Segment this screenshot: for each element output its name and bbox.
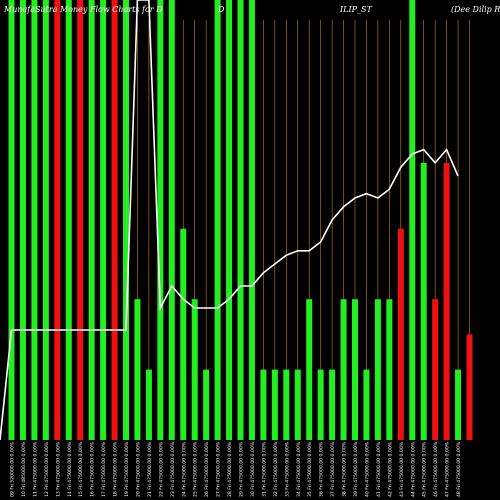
x-tick-label: 43 Fri 475000.00 0.00%	[399, 441, 405, 497]
x-tick-label: 19 Fri 475000.00 0.00%	[124, 441, 130, 497]
price-line	[0, 0, 459, 441]
x-tick-label: 09 Fri 520000.00 0.00%	[10, 441, 16, 497]
chart-header-company: (Dee Dilip Rou	[451, 5, 500, 14]
x-tick-label: 27 Fri 475000.00 0.00%	[216, 441, 222, 497]
bar	[237, 0, 244, 440]
bar	[443, 162, 450, 441]
chart-header-mid: D	[217, 5, 225, 14]
bar	[65, 0, 72, 440]
bar	[180, 228, 187, 440]
x-tick-label: 35 Fri 475000.00 0.00%	[307, 441, 313, 497]
bar	[42, 0, 49, 440]
bar	[54, 0, 61, 440]
bar	[340, 299, 347, 440]
bar	[248, 0, 255, 440]
x-tick-label: 12 Fri 475000.00 0.00%	[44, 441, 50, 497]
x-tick-labels: 09 Fri 520000.00 0.00% 10 Fri 485000.00 0…	[10, 441, 463, 497]
bar	[306, 299, 313, 440]
bar	[455, 369, 462, 440]
x-tick-label: 32 Fri 475000.00 0.00%	[273, 441, 279, 497]
bar	[145, 369, 152, 440]
bar	[409, 0, 416, 440]
x-tick-label: 38 Fri 475000.00 0.00%	[342, 441, 348, 497]
x-tick-label: 36 Fri 475000.00 0.00%	[319, 441, 325, 497]
bar	[271, 369, 278, 440]
bar	[111, 0, 118, 440]
x-tick-label: 33 Fri 475000.00 0.00%	[284, 441, 290, 497]
bar	[432, 299, 439, 440]
x-tick-label: 40 Fri 475000.00 0.00%	[364, 441, 370, 497]
x-tick-label: 31 Fri 475000.00 0.00%	[261, 441, 267, 497]
x-tick-label: 14 Fri 475000.00 0.00%	[67, 441, 73, 497]
bar	[352, 299, 358, 440]
x-tick-label: 39 Fri 475000.00 0.00%	[353, 441, 359, 497]
x-tick-label: 26 Fri 475000.00 0.00%	[204, 441, 210, 497]
bar	[31, 0, 38, 440]
x-tick-label: 29 Fri 475000.00 0.00%	[239, 441, 245, 497]
x-tick-label: 48 Fri 475000.00 0.00%	[456, 441, 462, 497]
chart-header-symbol: ILIP_ST	[339, 5, 372, 14]
bar	[134, 299, 141, 440]
bar	[420, 162, 427, 441]
x-tick-label: 11 Fri 475000.00 0.00%	[32, 441, 38, 497]
bar	[374, 299, 381, 440]
bar	[191, 299, 198, 440]
x-tick-label: 10 Fri 485000.00 0.00%	[21, 441, 27, 497]
x-tick-label: 16 Fri 475000.00 0.00%	[90, 441, 96, 497]
bar	[77, 0, 84, 440]
x-tick-label: 45 Fri 475000.00 0.00%	[422, 441, 428, 497]
x-tick-label: 24 Fri 475000.00 0.00%	[181, 441, 187, 497]
bar	[168, 0, 175, 440]
x-tick-label: 37 Fri 475000.00 0.00%	[330, 441, 336, 497]
bar	[214, 0, 221, 440]
price-line-group	[0, 0, 459, 441]
bar	[8, 0, 15, 440]
bar	[19, 0, 26, 440]
chart-header-left: MunafaSutra Money Flow Charts for D	[3, 5, 163, 14]
bars	[8, 0, 473, 441]
bar	[397, 228, 404, 440]
x-tick-label: 25 Fri 475000.00 0.00%	[193, 441, 199, 497]
x-tick-label: 47 Fri 475000.00 0.00%	[445, 441, 451, 497]
bar	[203, 369, 210, 440]
x-tick-label: 21 Fri 475000.00 0.00%	[147, 441, 153, 497]
bar	[386, 299, 393, 440]
x-tick-label: 15 Fri 475000.00 0.00%	[78, 441, 84, 497]
x-tick-label: 41 Fri 475000.00 0.00%	[376, 441, 382, 497]
x-tick-label: 44 Fri 475000.00 0.00%	[410, 441, 416, 497]
bar	[466, 334, 473, 440]
bar	[260, 369, 267, 440]
x-tick-label: 46 Fri 475000.00 0.00%	[433, 441, 439, 497]
bar	[88, 0, 95, 440]
bar	[294, 369, 301, 440]
x-tick-label: 28 Fri 475000.00 0.00%	[227, 441, 233, 497]
bar	[283, 369, 290, 440]
x-tick-label: 17 Fri 475000.00 0.00%	[101, 441, 107, 497]
bar	[226, 0, 233, 440]
x-tick-label: 42 Fri 475000.00 0.00%	[387, 441, 393, 497]
x-tick-label: 34 Fri 475000.00 0.00%	[296, 441, 302, 497]
x-tick-label: 18 Fri 475000.00 0.00%	[113, 441, 119, 497]
x-tick-label: 30 Fri 475000.00 0.00%	[250, 441, 256, 497]
bar	[100, 0, 107, 440]
bar	[123, 0, 129, 440]
bar	[317, 369, 324, 440]
x-tick-label: 22 Fri 475000.00 0.00%	[158, 441, 164, 497]
bar	[329, 369, 336, 440]
bar	[157, 0, 164, 440]
x-tick-label: 20 Fri 475000.00 0.00%	[135, 441, 141, 497]
x-tick-label: 13 Fri 475000.00 0.00%	[55, 441, 61, 497]
x-tick-label: 23 Fri 475000.00 0.00%	[170, 441, 176, 497]
bar	[363, 369, 370, 440]
